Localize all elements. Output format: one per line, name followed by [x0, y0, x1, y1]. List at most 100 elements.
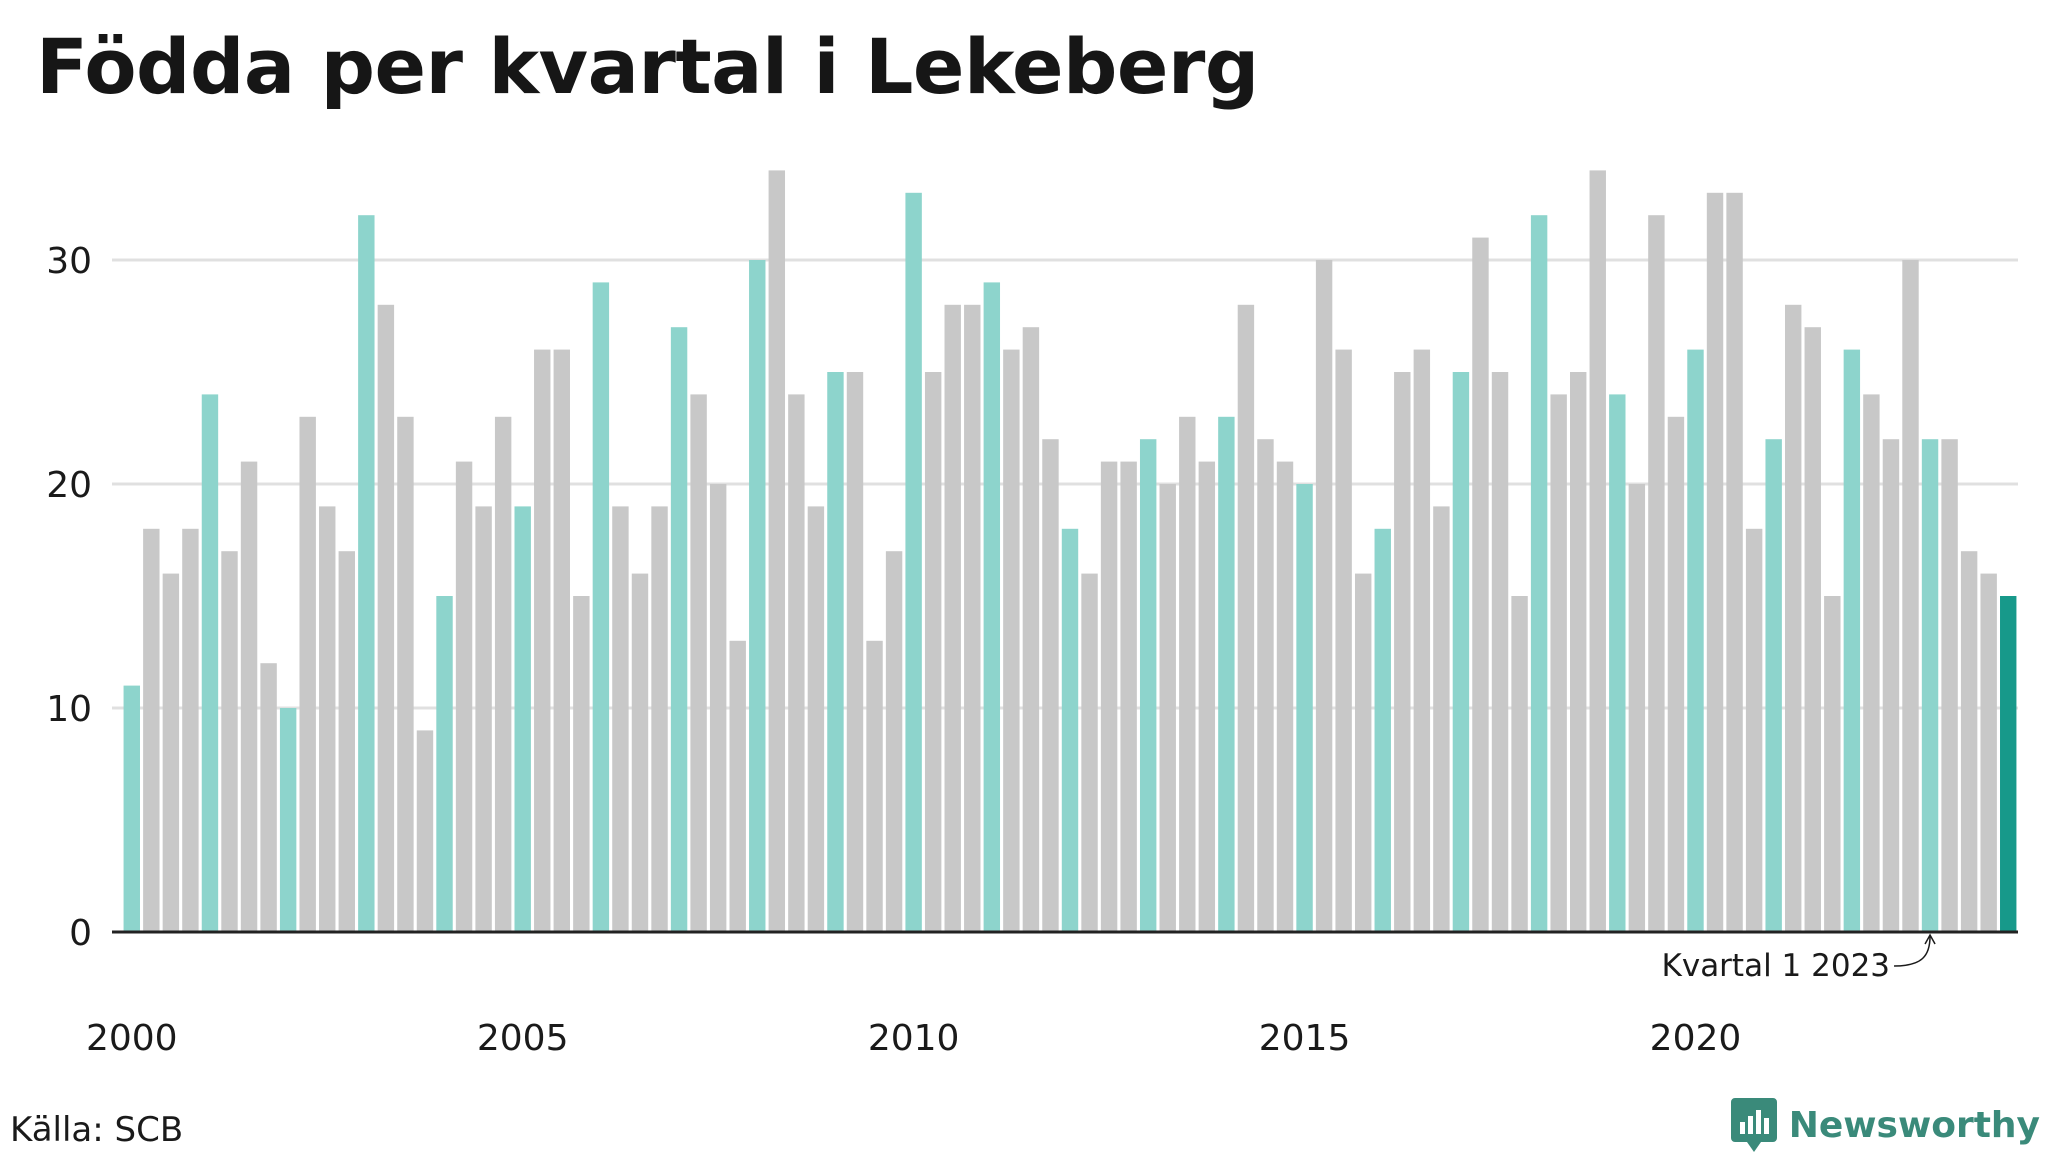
bar [1530, 215, 1548, 932]
bar [1433, 506, 1450, 932]
bar [1589, 170, 1606, 932]
bar [807, 506, 825, 932]
bar [397, 416, 414, 932]
bar [1804, 327, 1821, 932]
bar [1452, 372, 1470, 932]
bar [201, 394, 219, 932]
bar [1667, 416, 1685, 932]
bar [1491, 372, 1509, 932]
bar [749, 260, 766, 932]
bar [768, 170, 786, 932]
bar [1745, 528, 1763, 932]
bar [1824, 596, 1841, 932]
bar [1296, 484, 1313, 932]
y-tick-label: 30 [46, 241, 92, 282]
source-label: Källa: SCB [10, 1110, 184, 1150]
bar [1628, 484, 1646, 932]
bar [1179, 416, 1196, 932]
bar [1120, 461, 1137, 932]
bar [827, 372, 844, 932]
bar [1550, 394, 1567, 932]
bar [612, 506, 629, 932]
bar [416, 730, 434, 932]
bar [690, 394, 707, 932]
bar [2000, 596, 2017, 932]
bar [709, 484, 727, 932]
bar [1980, 573, 1997, 932]
bar [1257, 439, 1274, 932]
bar [162, 573, 180, 932]
bar [1003, 349, 1020, 933]
bar [944, 304, 961, 932]
bar [1648, 215, 1665, 932]
bar [1198, 461, 1216, 932]
bar [240, 461, 258, 932]
bar [1921, 439, 1939, 932]
bar [729, 640, 746, 932]
x-tick-label: 2015 [1259, 1018, 1351, 1059]
bar [1863, 394, 1880, 932]
bar [846, 372, 864, 932]
bar [436, 596, 453, 932]
bar [1100, 461, 1118, 932]
bar [1139, 439, 1157, 932]
bar [670, 327, 688, 932]
bar [1941, 439, 1958, 932]
bar [1569, 372, 1587, 932]
bar [1159, 484, 1176, 932]
bar [1061, 528, 1079, 932]
bar [885, 551, 903, 932]
bar [455, 461, 473, 932]
bar [475, 506, 492, 932]
bar [788, 394, 805, 932]
x-tick-label: 2020 [1650, 1018, 1742, 1059]
bar [279, 708, 297, 932]
x-tick-label: 2000 [86, 1018, 178, 1059]
bar [123, 685, 140, 932]
bar [1413, 349, 1431, 933]
bar [221, 551, 238, 932]
bar [924, 372, 942, 932]
annotation-label: Kvartal 1 2023 [1662, 948, 1891, 984]
bar [1902, 260, 1919, 932]
bar [494, 416, 512, 932]
bar [358, 215, 375, 932]
bar [299, 416, 316, 932]
annotation-arrowhead [1924, 933, 1936, 945]
bar [377, 304, 395, 932]
bar [1237, 304, 1255, 932]
x-tick-label: 2005 [477, 1018, 569, 1059]
bar [1882, 439, 1900, 932]
bar [1609, 394, 1626, 932]
y-tick-label: 10 [46, 689, 92, 730]
bar [573, 596, 590, 932]
chart-title: Födda per kvartal i Lekeberg [36, 22, 1259, 111]
bar [1843, 349, 1861, 933]
y-tick-label: 20 [46, 465, 92, 506]
bar [319, 506, 336, 932]
annotation-arrow [1894, 935, 1931, 967]
bar [905, 192, 922, 933]
bar [1706, 192, 1724, 933]
y-tick-label: 0 [69, 913, 92, 954]
bar [260, 663, 277, 932]
bar [866, 640, 883, 932]
bar [1335, 349, 1352, 933]
bar [1218, 416, 1235, 932]
bar [1374, 528, 1391, 932]
bar [1687, 349, 1704, 933]
bar [1472, 237, 1489, 933]
bar [182, 528, 199, 932]
bar [514, 506, 531, 932]
bar [1354, 573, 1372, 932]
bar [1081, 573, 1098, 932]
bar [1785, 304, 1802, 932]
bar [1960, 551, 1978, 932]
bar [553, 349, 571, 933]
bar [651, 506, 668, 932]
bar [534, 349, 551, 933]
bar [1765, 439, 1782, 932]
bar [1315, 260, 1333, 932]
newsworthy-logo-icon [1730, 1098, 1777, 1152]
